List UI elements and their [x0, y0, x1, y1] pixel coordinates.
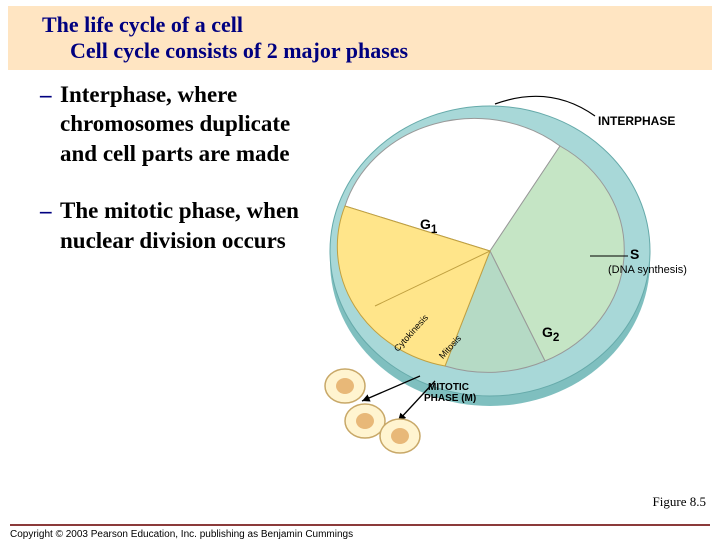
label-g2: G2 [542, 324, 559, 344]
cell-cycle-diagram: INTERPHASE G1 S (DNA synthesis) G2 MITOT… [290, 86, 710, 466]
cell-3-nucleus [336, 378, 354, 394]
arrow-cell-2 [362, 376, 420, 401]
figure-number: Figure 8.5 [653, 494, 706, 510]
label-m-2: PHASE (M) [424, 393, 476, 404]
label-g1: G1 [420, 216, 437, 236]
label-s: S [630, 246, 639, 262]
diagram-svg [290, 86, 710, 466]
label-s-sub: (DNA synthesis) [608, 264, 687, 276]
bullet-mitotic: The mitotic phase, when nuclear division… [60, 196, 300, 255]
bullet-interphase: Interphase, where chromosomes duplicate … [60, 80, 300, 168]
copyright-footer: Copyright © 2003 Pearson Education, Inc.… [10, 524, 710, 540]
title-line-1: The life cycle of a cell [42, 12, 700, 38]
title-line-2: Cell cycle consists of 2 major phases [42, 38, 700, 64]
cell-2-nucleus [391, 428, 409, 444]
label-interphase: INTERPHASE [598, 114, 675, 128]
cell-1-nucleus [356, 413, 374, 429]
title-header: The life cycle of a cell Cell cycle cons… [8, 6, 712, 70]
bullet-list: Interphase, where chromosomes duplicate … [60, 80, 300, 283]
label-m-1: MITOTIC [428, 382, 469, 393]
